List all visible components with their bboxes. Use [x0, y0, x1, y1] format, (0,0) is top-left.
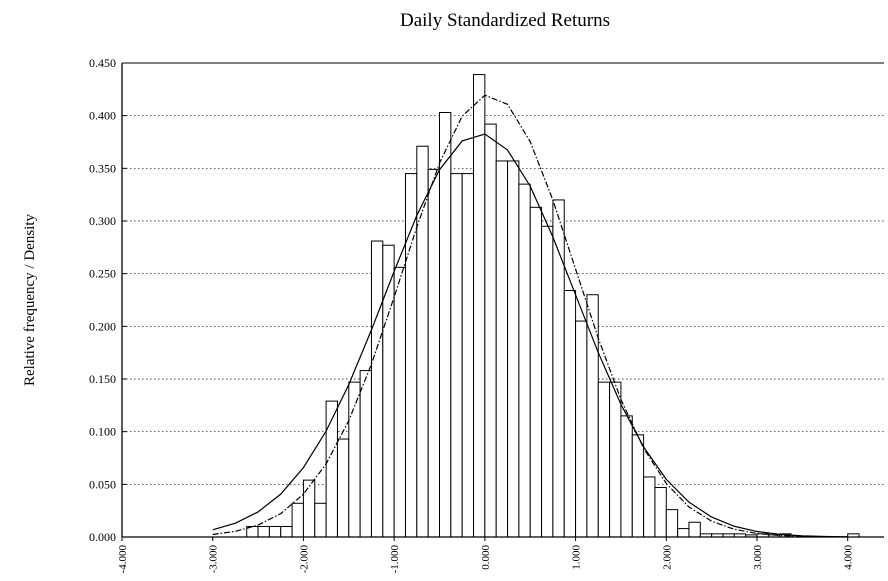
bar [620, 415, 633, 538]
x-tick-label: 0.000 [480, 545, 492, 570]
bar [529, 206, 543, 538]
y-tick-label: 0.100 [89, 425, 116, 439]
x-tick-label: -1.000 [389, 545, 401, 574]
x-tick-label: -2.000 [298, 545, 310, 574]
bar [280, 525, 293, 538]
bar [495, 160, 509, 538]
bar [654, 486, 667, 538]
bar [575, 320, 588, 538]
density-line [212, 94, 848, 538]
bar [609, 381, 622, 538]
bar [643, 476, 656, 538]
bar [677, 528, 690, 538]
y-tick-label: 0.150 [89, 372, 116, 386]
bar [382, 244, 395, 538]
bar [518, 183, 531, 538]
x-tick-label: 4.000 [843, 545, 855, 570]
bar [359, 370, 372, 538]
bar [631, 434, 645, 538]
y-tick-label: 0.300 [89, 214, 116, 228]
bar [257, 525, 270, 538]
bar [370, 240, 384, 538]
bar [688, 521, 701, 538]
density-line [212, 133, 848, 538]
x-tick-label: 3.000 [752, 545, 764, 570]
y-tick-label: 0.450 [89, 56, 116, 70]
bar [302, 479, 316, 538]
y-tick-label: 0.350 [89, 161, 116, 175]
bar [439, 112, 452, 538]
bar [563, 290, 577, 538]
bar [484, 123, 497, 538]
bar [291, 502, 304, 538]
bar [336, 438, 350, 538]
bar [450, 173, 463, 538]
bar [427, 168, 440, 538]
bar [586, 294, 599, 538]
bar [507, 160, 520, 538]
bar [473, 74, 486, 538]
x-tick-label: 1.000 [571, 545, 583, 570]
bar [665, 509, 679, 538]
x-tick-label: -3.000 [208, 545, 220, 574]
bar [597, 381, 611, 538]
y-tick-label: 0.050 [89, 477, 116, 491]
chart-title: Daily Standardized Returns [400, 10, 610, 31]
bar [314, 502, 327, 538]
y-tick-label: 0.250 [89, 267, 116, 281]
bar [325, 400, 338, 538]
bar [268, 525, 282, 538]
y-axis-label: Relative frequency / Density [22, 213, 38, 386]
y-tick-label: 0.400 [89, 109, 116, 123]
y-tick-label: 0.000 [89, 530, 116, 544]
x-tick-label: 2.000 [661, 545, 673, 570]
y-tick-label: 0.200 [89, 319, 116, 333]
bar [541, 225, 554, 538]
bar [393, 266, 406, 538]
bar [461, 173, 475, 538]
x-tick-label: -4.000 [117, 545, 129, 574]
